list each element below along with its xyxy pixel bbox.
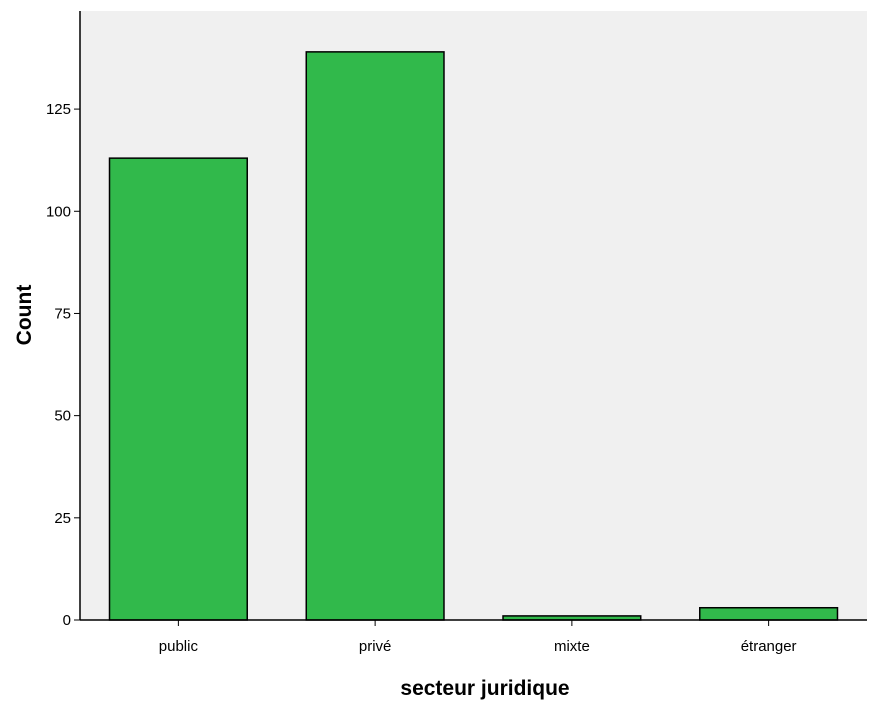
x-tick-label-1: privé xyxy=(359,638,392,655)
bars-group xyxy=(108,51,839,621)
x-tick-label-0: public xyxy=(159,638,199,655)
y-tick-label-4: 100 xyxy=(46,203,71,220)
y-tick-label-3: 75 xyxy=(54,305,71,322)
bar-0 xyxy=(108,157,248,621)
x-tick-label-2: mixte xyxy=(554,638,590,655)
bar-1 xyxy=(305,51,445,621)
y-tick-label-5: 125 xyxy=(46,101,71,118)
y-tick-label-2: 50 xyxy=(54,408,71,425)
y-axis-title: Count xyxy=(13,285,36,346)
y-ticks-group: 0 25 50 75 100 125 xyxy=(46,101,80,629)
x-tick-label-3: étranger xyxy=(741,638,797,655)
x-axis-title: secteur juridique xyxy=(400,677,569,700)
y-tick-label-0: 0 xyxy=(63,612,71,629)
y-tick-label-1: 25 xyxy=(54,510,71,527)
bar-3 xyxy=(699,606,839,621)
x-ticks-group: public privé mixte étranger xyxy=(159,620,797,655)
